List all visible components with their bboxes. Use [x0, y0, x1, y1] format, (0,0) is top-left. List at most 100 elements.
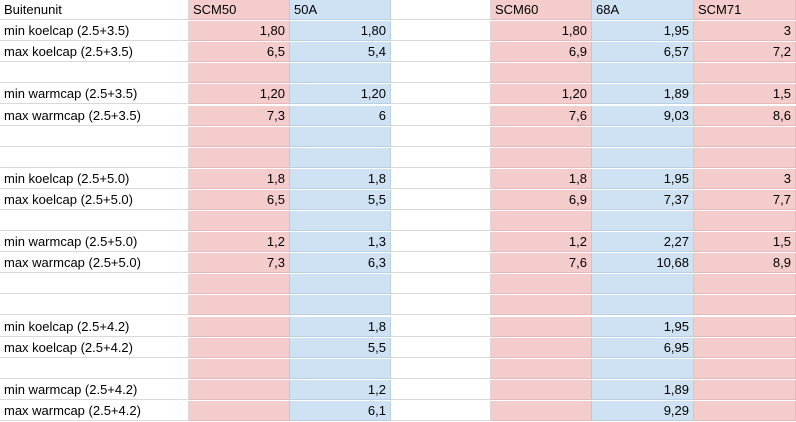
value-cell-empty[interactable] — [391, 274, 491, 294]
value-cell-scm50[interactable]: 1,2 — [189, 232, 290, 252]
value-cell-scm60[interactable] — [491, 359, 592, 379]
value-cell-scm50[interactable] — [189, 317, 290, 337]
value-cell-68a[interactable]: 6,57 — [592, 42, 694, 62]
value-cell-50a[interactable]: 5,5 — [290, 190, 391, 210]
value-cell-scm60[interactable] — [491, 295, 592, 315]
value-cell-50a[interactable] — [290, 274, 391, 294]
value-cell-68a[interactable]: 1,95 — [592, 317, 694, 337]
row-label-cell[interactable]: max warmcap (2.5+4.2) — [0, 401, 189, 421]
row-label-cell[interactable] — [0, 63, 189, 83]
value-cell-scm60[interactable] — [491, 274, 592, 294]
header-col-scm50[interactable]: SCM50 — [189, 0, 290, 20]
value-cell-empty[interactable] — [391, 232, 491, 252]
value-cell-scm71[interactable]: 1,5 — [694, 232, 796, 252]
header-col-50a[interactable]: 50A — [290, 0, 391, 20]
value-cell-50a[interactable] — [290, 211, 391, 231]
row-label-cell[interactable]: max koelcap (2.5+4.2) — [0, 338, 189, 358]
value-cell-68a[interactable]: 10,68 — [592, 253, 694, 273]
value-cell-68a[interactable] — [592, 127, 694, 147]
value-cell-empty[interactable] — [391, 317, 491, 337]
value-cell-scm71[interactable]: 3 — [694, 21, 796, 41]
value-cell-scm71[interactable] — [694, 338, 796, 358]
value-cell-68a[interactable] — [592, 63, 694, 83]
value-cell-scm60[interactable]: 7,6 — [491, 106, 592, 126]
value-cell-scm60[interactable] — [491, 380, 592, 400]
value-cell-empty[interactable] — [391, 338, 491, 358]
value-cell-scm50[interactable] — [189, 338, 290, 358]
value-cell-scm60[interactable]: 1,80 — [491, 21, 592, 41]
value-cell-scm60[interactable]: 1,8 — [491, 169, 592, 189]
row-label-cell[interactable]: min koelcap (2.5+4.2) — [0, 317, 189, 337]
value-cell-50a[interactable]: 5,5 — [290, 338, 391, 358]
value-cell-scm71[interactable] — [694, 127, 796, 147]
value-cell-scm60[interactable]: 6,9 — [491, 42, 592, 62]
value-cell-scm71[interactable]: 7,2 — [694, 42, 796, 62]
value-cell-50a[interactable]: 1,20 — [290, 84, 391, 104]
value-cell-50a[interactable] — [290, 148, 391, 168]
row-label-cell[interactable]: min koelcap (2.5+3.5) — [0, 21, 189, 41]
value-cell-68a[interactable]: 9,03 — [592, 106, 694, 126]
value-cell-50a[interactable] — [290, 63, 391, 83]
value-cell-scm50[interactable] — [189, 148, 290, 168]
value-cell-scm50[interactable]: 1,80 — [189, 21, 290, 41]
value-cell-50a[interactable]: 1,3 — [290, 232, 391, 252]
value-cell-scm60[interactable]: 1,2 — [491, 232, 592, 252]
value-cell-68a[interactable] — [592, 211, 694, 231]
value-cell-scm71[interactable] — [694, 380, 796, 400]
value-cell-scm60[interactable] — [491, 317, 592, 337]
value-cell-scm60[interactable] — [491, 211, 592, 231]
row-label-cell[interactable]: min warmcap (2.5+3.5) — [0, 84, 189, 104]
value-cell-scm50[interactable] — [189, 380, 290, 400]
value-cell-50a[interactable] — [290, 295, 391, 315]
row-label-cell[interactable]: max warmcap (2.5+3.5) — [0, 106, 189, 126]
header-col-68a[interactable]: 68A — [592, 0, 694, 20]
value-cell-50a[interactable]: 1,80 — [290, 21, 391, 41]
value-cell-scm60[interactable]: 1,20 — [491, 84, 592, 104]
value-cell-50a[interactable]: 1,2 — [290, 380, 391, 400]
value-cell-scm71[interactable] — [694, 63, 796, 83]
value-cell-68a[interactable]: 1,95 — [592, 169, 694, 189]
value-cell-scm71[interactable]: 1,5 — [694, 84, 796, 104]
value-cell-empty[interactable] — [391, 380, 491, 400]
value-cell-scm60[interactable] — [491, 148, 592, 168]
value-cell-68a[interactable] — [592, 148, 694, 168]
value-cell-scm60[interactable] — [491, 401, 592, 421]
value-cell-scm71[interactable] — [694, 211, 796, 231]
value-cell-empty[interactable] — [391, 253, 491, 273]
value-cell-scm50[interactable] — [189, 295, 290, 315]
value-cell-68a[interactable]: 6,95 — [592, 338, 694, 358]
value-cell-empty[interactable] — [391, 84, 491, 104]
value-cell-50a[interactable]: 1,8 — [290, 169, 391, 189]
value-cell-scm71[interactable] — [694, 274, 796, 294]
value-cell-50a[interactable]: 6,3 — [290, 253, 391, 273]
row-label-cell[interactable]: max warmcap (2.5+5.0) — [0, 253, 189, 273]
header-label-cell[interactable]: Buitenunit — [0, 0, 189, 20]
value-cell-scm50[interactable]: 6,5 — [189, 190, 290, 210]
value-cell-scm50[interactable]: 7,3 — [189, 253, 290, 273]
value-cell-empty[interactable] — [391, 148, 491, 168]
header-col-empty[interactable] — [391, 0, 491, 20]
header-col-scm60[interactable]: SCM60 — [491, 0, 592, 20]
value-cell-scm71[interactable] — [694, 317, 796, 337]
value-cell-68a[interactable] — [592, 274, 694, 294]
row-label-cell[interactable] — [0, 211, 189, 231]
value-cell-68a[interactable] — [592, 359, 694, 379]
value-cell-50a[interactable]: 6,1 — [290, 401, 391, 421]
value-cell-scm71[interactable] — [694, 148, 796, 168]
value-cell-scm50[interactable]: 6,5 — [189, 42, 290, 62]
value-cell-50a[interactable]: 6 — [290, 106, 391, 126]
row-label-cell[interactable] — [0, 295, 189, 315]
value-cell-empty[interactable] — [391, 401, 491, 421]
value-cell-empty[interactable] — [391, 42, 491, 62]
value-cell-scm50[interactable]: 1,20 — [189, 84, 290, 104]
value-cell-scm71[interactable] — [694, 359, 796, 379]
row-label-cell[interactable]: min warmcap (2.5+4.2) — [0, 380, 189, 400]
row-label-cell[interactable] — [0, 127, 189, 147]
value-cell-scm60[interactable]: 6,9 — [491, 190, 592, 210]
header-col-scm71[interactable]: SCM71 — [694, 0, 796, 20]
value-cell-scm71[interactable]: 8,6 — [694, 106, 796, 126]
value-cell-empty[interactable] — [391, 21, 491, 41]
value-cell-68a[interactable] — [592, 295, 694, 315]
value-cell-scm50[interactable] — [189, 211, 290, 231]
value-cell-empty[interactable] — [391, 63, 491, 83]
